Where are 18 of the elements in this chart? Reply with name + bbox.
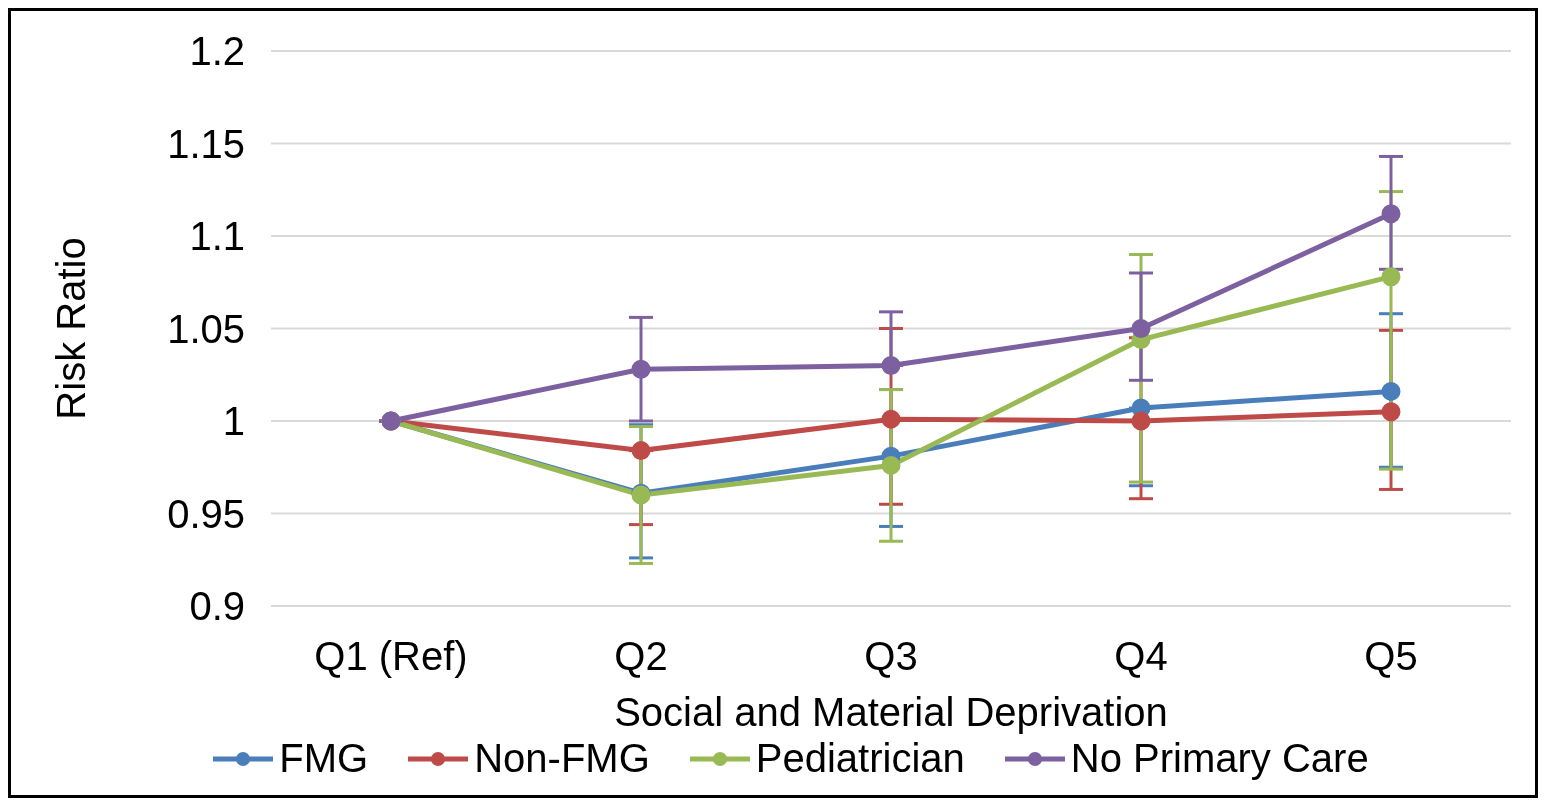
y-tick-label: 1.15: [167, 121, 245, 166]
y-tick-label: 0.95: [167, 491, 245, 536]
y-axis-title: Risk Ratio: [49, 237, 94, 420]
x-axis-title: Social and Material Deprivation: [614, 690, 1168, 734]
y-tick-label: 1.05: [167, 306, 245, 351]
x-tick-label: Q3: [864, 634, 918, 679]
x-tick-label: Q1 (Ref): [314, 634, 468, 679]
y-tick-label: 0.9: [189, 584, 245, 629]
legend-label: Pediatrician: [755, 736, 965, 781]
legend-label: FMG: [279, 736, 369, 781]
y-tick-label: 1: [222, 399, 245, 444]
x-tick-label: Q2: [614, 634, 668, 679]
x-tick-label: Q5: [1364, 634, 1418, 679]
y-tick-label: 1.1: [189, 214, 245, 259]
y-tick-label: 1.2: [189, 29, 245, 74]
legend-label: Non-FMG: [474, 736, 650, 781]
x-tick-label: Q4: [1114, 634, 1168, 679]
legend-label: No Primary Care: [1070, 736, 1369, 781]
